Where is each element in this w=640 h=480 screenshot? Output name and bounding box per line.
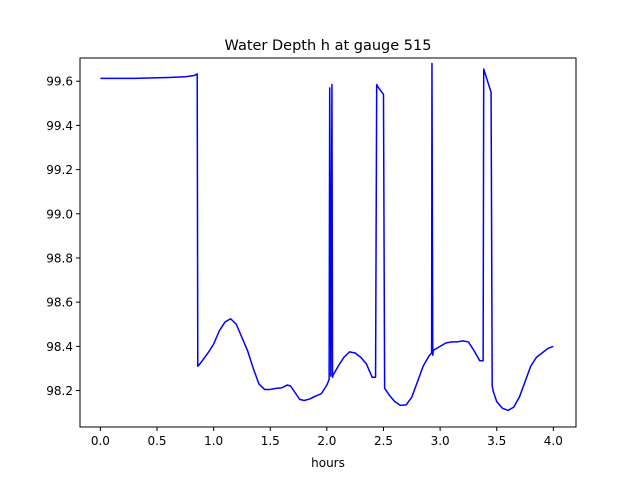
x-tick-label: 3.0: [431, 434, 450, 448]
x-tick-label: 0.0: [91, 434, 110, 448]
x-axis-label: hours: [311, 456, 345, 470]
plot-area: [80, 58, 576, 427]
y-tick-label: 99.2: [46, 163, 73, 177]
plot-frame: [79, 57, 577, 428]
y-axis: 98.2 98.4 98.6 98.8 99.0 99.2 99.4 99.6: [46, 75, 80, 398]
x-tick-label: 0.5: [147, 434, 166, 448]
y-tick-label: 99.4: [46, 119, 73, 133]
y-tick-label: 98.4: [46, 340, 73, 354]
x-tick-label: 1.5: [261, 434, 280, 448]
x-tick-label: 1.0: [204, 434, 223, 448]
chart-title: Water Depth h at gauge 515: [225, 38, 432, 54]
series-line: [100, 62, 554, 412]
y-tick-label: 98.2: [46, 384, 73, 398]
x-tick-label: 4.0: [544, 434, 563, 448]
y-tick-label: 99.6: [46, 75, 73, 89]
x-tick-label: 2.5: [374, 434, 393, 448]
x-tick-label: 2.0: [317, 434, 336, 448]
data-layer: [100, 62, 554, 412]
x-tick-label: 3.5: [487, 434, 506, 448]
y-tick-label: 98.6: [46, 296, 73, 310]
y-tick-label: 99.0: [46, 207, 73, 221]
x-axis: 0.0 0.5 1.0 1.5 2.0 2.5 3.0 3.5 4.0: [91, 427, 563, 448]
y-tick-label: 98.8: [46, 251, 73, 265]
